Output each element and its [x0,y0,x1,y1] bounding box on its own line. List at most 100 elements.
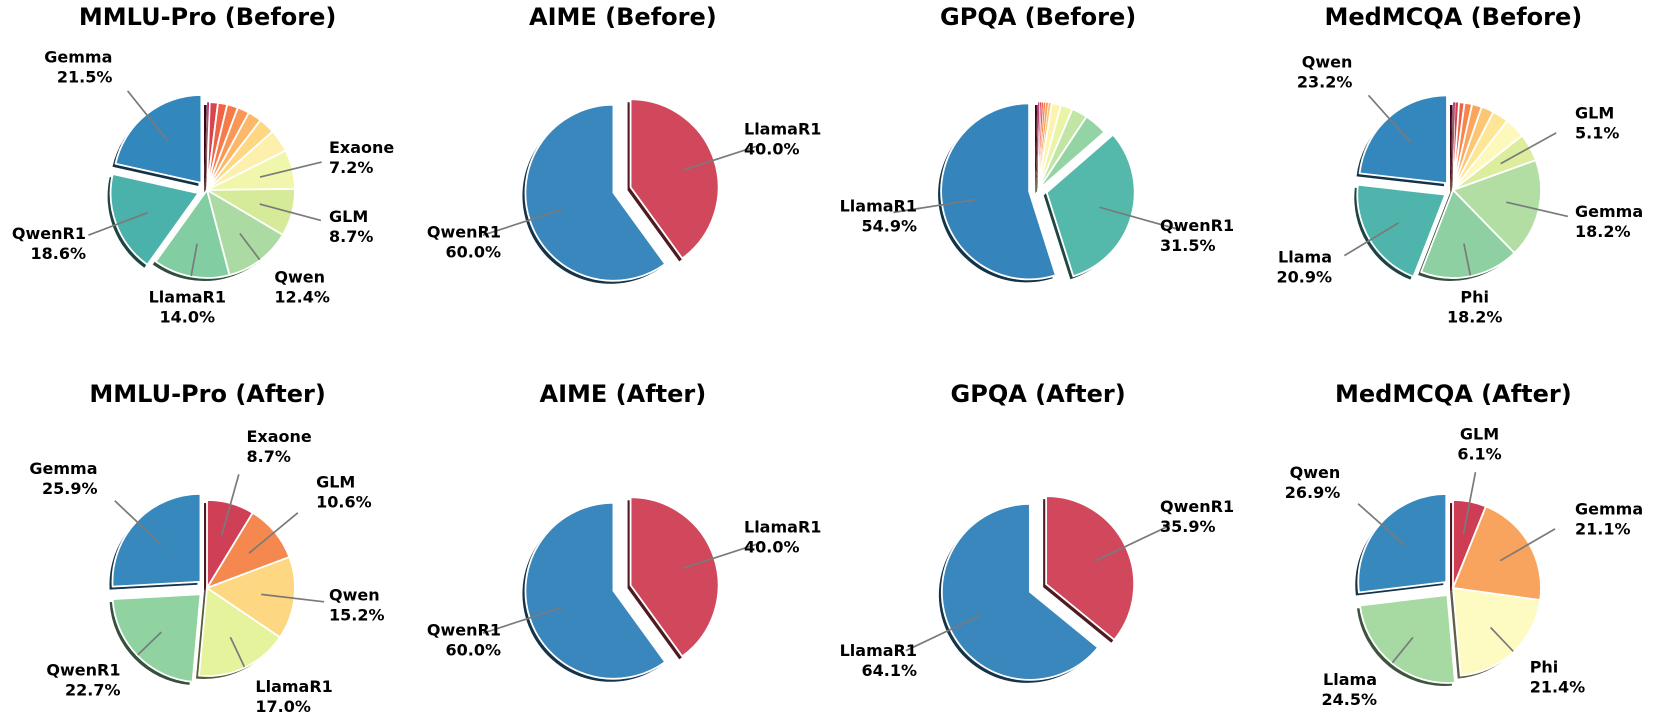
slice-label-name: Gemma [29,459,97,478]
slice-label-name: LlamaR1 [744,119,821,138]
slice-label-name: Llama [1278,248,1332,267]
label-leader-line [190,243,198,277]
slice-label-pct: 24.5% [1321,690,1377,709]
slice-label-name: LlamaR1 [839,641,916,660]
label-leader-line [1343,222,1399,257]
pie-wedge-group [524,496,720,680]
pie-slice-phi [1419,189,1516,279]
pie-wedge-group [1356,94,1542,279]
pie-slice-shadow [1034,105,1038,193]
slice-label-pct: 20.9% [1276,268,1332,287]
label-leader-line [248,512,299,554]
chart-title: MedMCQA (Before) [1324,3,1583,31]
pie-slice [1036,115,1105,191]
chart-cell-4: MMLU-Pro (After) Exaone 8.7% GLM 10.6% Qwen 15… [0,364,415,728]
label-leader-line [114,500,162,545]
chart-cell-0: MMLU-Pro (Before) Exaone 7.2% GLM 8.7% Qwen 12… [0,0,415,364]
slice-label-name: Gemma [44,48,112,67]
chart-cell-5: AIME (After) LlamaR1 40.0% QwenR1 60.0% [415,364,830,728]
label-leader-line [137,631,162,656]
slice-label-pct: 6.1% [1457,445,1501,464]
slice-label-pct: 21.5% [57,68,113,87]
label-leader-line [1499,528,1556,562]
pie-label-group: GLM5.1%Gemma18.2%Phi18.2%Llama20.9%Qwen2… [1276,53,1643,327]
pie-slice-qwenr1 [111,593,202,683]
slice-label-name: Qwen [274,268,325,287]
slice-label-pct: 18.2% [1447,307,1503,326]
slice-label-name: GLM [1460,425,1499,444]
slice-label-name: QwenR1 [427,223,501,242]
pie-wedge-group [109,94,296,279]
slice-label-pct: 40.0% [744,139,800,158]
slice-label-pct: 60.0% [446,641,502,660]
slice-label-name: Gemma [1575,202,1643,221]
label-leader-line [1391,636,1414,664]
label-leader-line [482,606,563,635]
slice-label-name: Phi [1529,658,1558,677]
pie-wedge-group [1357,493,1542,684]
label-leader-line [1500,132,1557,165]
label-leader-line [229,636,246,668]
label-leader-line [482,208,563,237]
slice-label-pct: 26.9% [1285,483,1341,502]
label-leader-line [1094,524,1171,562]
pie-wedge-group [524,98,720,282]
pie-slice-shadow [204,104,207,193]
chart-cell-1: AIME (Before) LlamaR1 40.0% QwenR1 60.0% [415,0,830,364]
pie-wedge-group [111,492,296,683]
slice-label-pct: 12.4% [274,288,330,307]
slice-label-name: Qwen [329,585,380,604]
slice-label-name: QwenR1 [46,661,120,680]
slice-label-name: QwenR1 [1160,497,1234,516]
slice-label-pct: 15.2% [329,605,385,624]
slice-label-pct: 35.9% [1160,517,1216,536]
label-leader-line [1505,201,1568,218]
pie-slice-llamar1 [198,587,281,677]
slice-label-name: Qwen [1302,53,1353,72]
pie-svg: GLM5.1%Gemma18.2%Phi18.2%Llama20.9%Qwen2… [1276,53,1643,327]
pie-slice-llamar1 [154,189,231,279]
label-leader-line [682,541,762,570]
pie-wedge-group [939,101,1136,281]
slice-label-name: QwenR1 [1160,216,1234,235]
pie-slice-phi [1451,587,1541,677]
label-leader-line [220,474,240,536]
label-leader-line [1489,626,1514,652]
slice-label-name: GLM [1575,104,1614,123]
slice-label-pct: 64.1% [861,661,917,680]
slice-label-name: Exaone [247,427,312,446]
label-leader-line [126,90,168,141]
slice-label-pct: 8.7% [329,227,373,246]
label-leader-line [682,143,762,172]
chart-title: GPQA (Before) [940,3,1137,31]
chart-title: AIME (After) [539,380,707,408]
chart-cell-2: GPQA (Before) QwenR1 31.5% LlamaR1 54.9% [831,0,1246,364]
label-leader-line [239,232,261,261]
pie-slice-shadow [1449,105,1452,193]
chart-cell-3: MedMCQA (Before) GLM 5.1% Gemma 18.2% Phi 18.2… [1246,0,1661,364]
slice-label-name: GLM [316,472,355,491]
pie-wedge-group [940,495,1135,681]
chart-title: GPQA (After) [950,380,1126,408]
slice-label-name: GLM [329,207,368,226]
label-leader-line [261,593,325,603]
slice-label-pct: 54.9% [861,217,917,236]
slice-label-pct: 18.6% [30,244,86,263]
label-leader-line [1462,472,1477,535]
pie-slice-llama [1358,594,1456,684]
slice-label-pct: 7.2% [329,158,373,177]
slice-label-name: Qwen [1289,463,1340,482]
